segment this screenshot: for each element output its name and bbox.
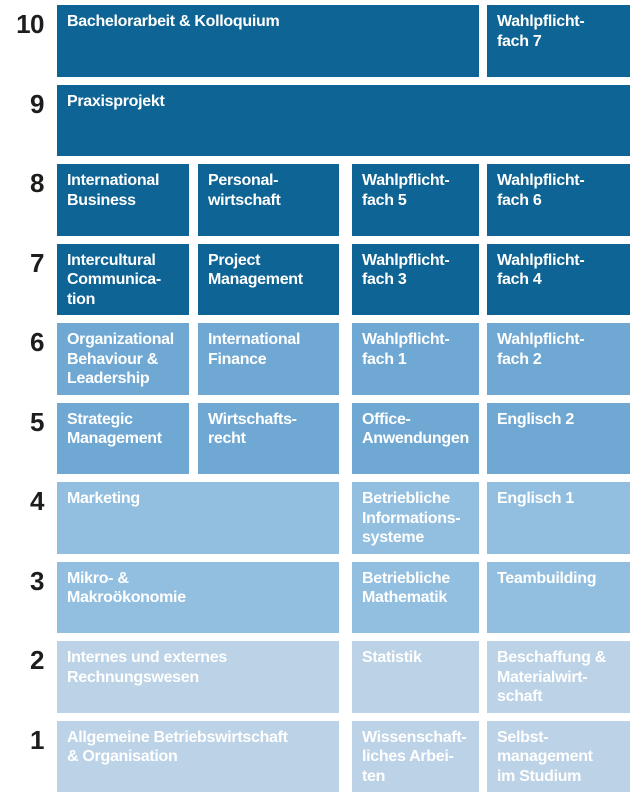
- module-wahlpflicht-fach-5: Wahlpflicht- fach 5: [352, 164, 479, 236]
- module-international-finance: International Finance: [198, 323, 339, 395]
- semester-number-10: 10: [16, 9, 44, 39]
- module-wahlpflicht-fach-3: Wahlpflicht- fach 3: [352, 243, 479, 315]
- semester-number-5: 5: [30, 406, 44, 437]
- module-betriebliche-mathematik: Betriebliche Mathematik: [352, 561, 479, 633]
- semester-number-3: 3: [30, 565, 44, 596]
- semester-number-8: 8: [30, 168, 44, 198]
- module-beschaffung-materialwirt-schaft: Beschaffung & Materialwirt- schaft: [487, 641, 630, 713]
- module-bachelorarbeit-kolloquium: Bachelorarbeit & Kolloquium: [57, 5, 479, 77]
- module-wahlpflicht-fach-4: Wahlpflicht- fach 4: [487, 243, 630, 315]
- module-strategic-management: Strategic Management: [57, 402, 189, 474]
- module-wahlpflicht-fach-6: Wahlpflicht- fach 6: [487, 164, 630, 236]
- module-praxisprojekt: Praxisprojekt: [57, 84, 630, 156]
- module-teambuilding: Teambuilding: [487, 561, 630, 633]
- module-wirtschafts-recht: Wirtschafts- recht: [198, 402, 339, 474]
- module-englisch-1: Englisch 1: [487, 482, 630, 554]
- module-marketing: Marketing: [57, 482, 339, 554]
- module-allgemeine-betriebswirtschaft-organisation: Allgemeine Betriebswirtschaft & Organisa…: [57, 720, 339, 792]
- module-international-business: International Business: [57, 164, 189, 236]
- module-organizational-behaviour-leadership: Organizational Behaviour & Leadership: [57, 323, 189, 395]
- semester-number-2: 2: [30, 645, 44, 675]
- curriculum-semester-grid: 10 Bachelorarbeit & Kolloquium Wahlpflicht…: [16, 5, 630, 792]
- module-office-anwendungen: Office- Anwendungen: [352, 402, 479, 474]
- module-wissenschaft-liches-arbei-ten: Wissenschaft- liches Arbei- ten: [352, 720, 479, 792]
- module-englisch-2: Englisch 2: [487, 402, 630, 474]
- module-internes-und-externes-rechnungswesen: Internes und externes Rechnungswesen: [57, 641, 339, 713]
- semester-number-7: 7: [30, 247, 44, 278]
- semester-number-4: 4: [30, 486, 44, 516]
- module-wahlpflicht-fach-7: Wahlpflicht- fach 7: [487, 5, 630, 77]
- module-wahlpflicht-fach-1: Wahlpflicht- fach 1: [352, 323, 479, 395]
- module-betriebliche-informations-systeme: Betriebliche Informations- systeme: [352, 482, 479, 554]
- semester-number-6: 6: [30, 327, 44, 357]
- module-statistik: Statistik: [352, 641, 479, 713]
- semester-number-1: 1: [30, 724, 44, 755]
- module-mikro-makroökonomie: Mikro- & Makroökonomie: [57, 561, 339, 633]
- semester-number-9: 9: [30, 88, 44, 119]
- module-wahlpflicht-fach-2: Wahlpflicht- fach 2: [487, 323, 630, 395]
- module-project-management: Project Management: [198, 243, 339, 315]
- module-personal-wirtschaft: Personal- wirtschaft: [198, 164, 339, 236]
- module-selbst-management-im-studium: Selbst- management im Studium: [487, 720, 630, 792]
- module-intercultural-communica-tion: Intercultural Communica- tion: [57, 243, 189, 315]
